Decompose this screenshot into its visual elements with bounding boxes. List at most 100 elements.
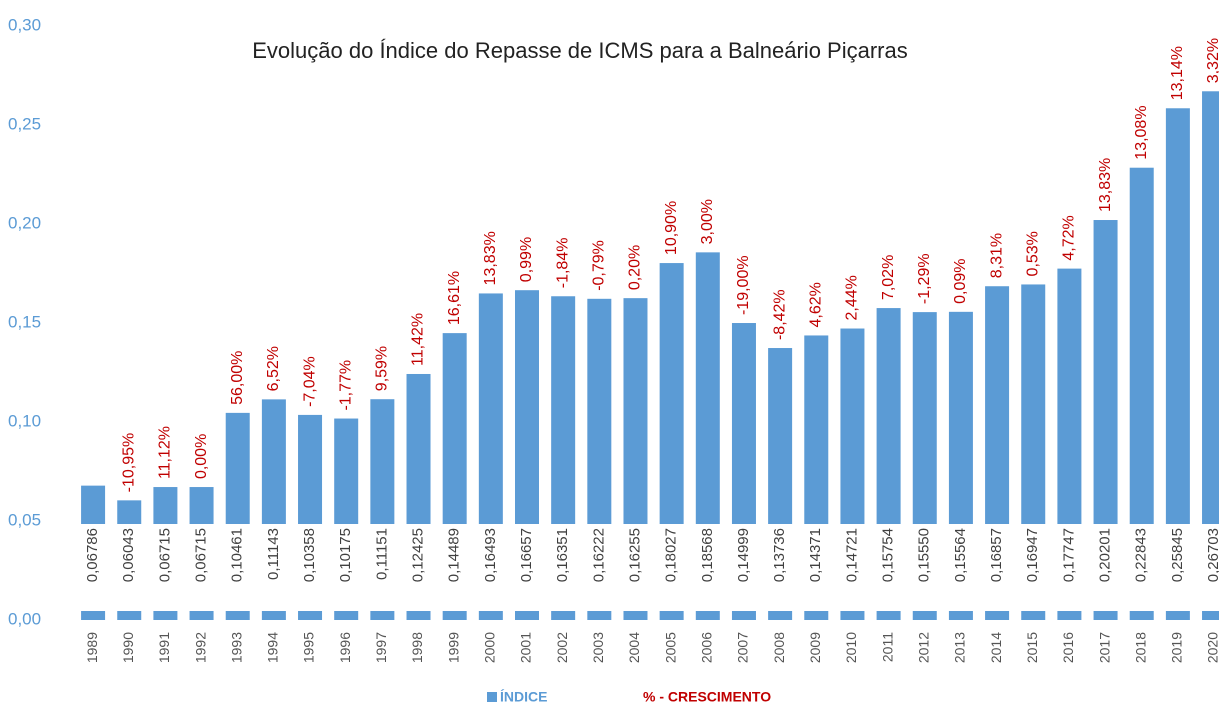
value-label: 0,14371 — [807, 528, 824, 582]
value-label: 0,06715 — [193, 528, 210, 582]
y-tick-label: 0,10 — [8, 411, 41, 430]
growth-label: 56,00% — [229, 351, 246, 405]
value-label: 0,16255 — [626, 528, 643, 582]
value-label: 0,16351 — [554, 528, 571, 582]
growth-label: 3,32% — [1205, 38, 1219, 83]
y-tick-label: 0,25 — [8, 114, 41, 133]
x-tick-label: 2014 — [988, 632, 1004, 663]
growth-label: 9,59% — [374, 346, 391, 391]
growth-label: -1,84% — [554, 238, 571, 289]
value-label: 0,17747 — [1060, 528, 1077, 582]
value-label: 0,10358 — [301, 528, 318, 582]
value-label: 0,11151 — [373, 528, 390, 580]
growth-label: 11,42% — [410, 313, 427, 366]
value-label: 0,10461 — [229, 528, 246, 582]
x-tick-label: 2018 — [1132, 632, 1148, 663]
x-tick-label: 2004 — [626, 632, 642, 663]
value-label: 0,25845 — [1169, 528, 1186, 582]
x-tick-label: 1991 — [156, 632, 172, 663]
growth-label: -1,29% — [916, 253, 933, 304]
x-tick-label: 1990 — [120, 632, 136, 663]
growth-label: 4,62% — [807, 282, 824, 327]
x-tick-label: 2020 — [1205, 632, 1219, 663]
value-label: 0,15754 — [880, 528, 897, 582]
growth-label: 0,53% — [1024, 231, 1041, 276]
growth-label: 13,08% — [1133, 105, 1150, 159]
x-tick-label: 2009 — [807, 632, 823, 663]
growth-label: 0,00% — [193, 434, 210, 479]
value-label: 0,15564 — [952, 528, 969, 582]
x-tick-label: 1989 — [84, 632, 100, 663]
growth-label: 13,14% — [1169, 46, 1186, 100]
growth-label: 6,52% — [265, 346, 282, 391]
value-label: 0,16222 — [590, 528, 607, 582]
growth-label: 8,31% — [988, 233, 1005, 278]
growth-label: 11,12% — [157, 426, 174, 479]
growth-label: 2,44% — [844, 275, 861, 320]
x-tick-label: 1998 — [409, 632, 425, 663]
growth-label: 0,99% — [518, 237, 535, 282]
value-label: 0,20201 — [1097, 528, 1114, 582]
value-label: 0,16657 — [518, 528, 535, 582]
value-label: 0,22843 — [1133, 528, 1150, 582]
x-tick-label: 1993 — [228, 632, 244, 663]
growth-label: 0,09% — [952, 258, 969, 303]
x-tick-label: 2006 — [699, 632, 715, 663]
x-tick-label: 2007 — [735, 632, 751, 663]
growth-label: -7,04% — [301, 356, 318, 407]
value-label: 0,18568 — [699, 528, 716, 582]
axis-break — [75, 524, 1219, 611]
x-tick-label: 2013 — [952, 632, 968, 663]
value-label: 0,16947 — [1024, 528, 1041, 582]
growth-label: -0,79% — [591, 240, 608, 291]
growth-label: 7,02% — [880, 255, 897, 300]
value-label: 0,14999 — [735, 528, 752, 582]
value-label: 0,15550 — [916, 528, 933, 582]
growth-label: -1,77% — [337, 360, 354, 411]
x-tick-label: 2017 — [1096, 632, 1112, 663]
value-label: 0,16493 — [482, 528, 499, 582]
growth-label: 13,83% — [482, 231, 499, 285]
bar — [1202, 91, 1219, 621]
x-tick-label: 2003 — [590, 632, 606, 663]
x-tick-label: 2011 — [879, 632, 895, 662]
growth-label: 4,72% — [1061, 215, 1078, 260]
x-tick-label: 2000 — [482, 632, 498, 663]
legend-label: % - CRESCIMENTO — [643, 689, 771, 704]
x-tick-label: 2012 — [915, 632, 931, 663]
x-tick-label: 2005 — [662, 632, 678, 663]
value-label: 0,11143 — [265, 528, 282, 580]
growth-label: 3,00% — [699, 199, 716, 244]
growth-label: -19,00% — [735, 255, 752, 315]
value-label: 0,12425 — [409, 528, 426, 582]
x-tick-label: 2001 — [518, 632, 534, 663]
x-tick-label: 2015 — [1024, 632, 1040, 663]
value-label: 0,06786 — [84, 528, 101, 582]
growth-label: 16,61% — [446, 271, 463, 325]
value-label: 0,14721 — [843, 528, 860, 582]
value-label: 0,10175 — [337, 528, 354, 582]
x-tick-label: 1992 — [192, 632, 208, 663]
x-tick-label: 1995 — [301, 632, 317, 663]
y-tick-label: 0,05 — [8, 510, 41, 529]
x-tick-label: 1994 — [265, 632, 281, 663]
value-label: 0,14489 — [446, 528, 463, 582]
growth-label: -8,42% — [771, 289, 788, 340]
chart-title: Evolução do Índice do Repasse de ICMS pa… — [252, 38, 907, 63]
x-tick-label: 2002 — [554, 632, 570, 663]
value-label: 0,26703 — [1205, 528, 1219, 582]
x-tick-label: 2010 — [843, 632, 859, 663]
x-tick-label: 1997 — [373, 632, 389, 663]
y-tick-label: 0,30 — [8, 15, 41, 34]
growth-label: 10,90% — [663, 201, 680, 255]
x-tick-label: 2008 — [771, 632, 787, 663]
value-label: 0,16857 — [988, 528, 1005, 582]
x-tick-label: 1999 — [445, 632, 461, 663]
y-tick-label: 0,00 — [8, 609, 41, 628]
x-tick-label: 2016 — [1060, 632, 1076, 663]
x-tick-label: 2019 — [1169, 632, 1185, 663]
value-label: 0,06715 — [156, 528, 173, 582]
value-label: 0,13736 — [771, 528, 788, 582]
y-tick-label: 0,15 — [8, 312, 41, 331]
